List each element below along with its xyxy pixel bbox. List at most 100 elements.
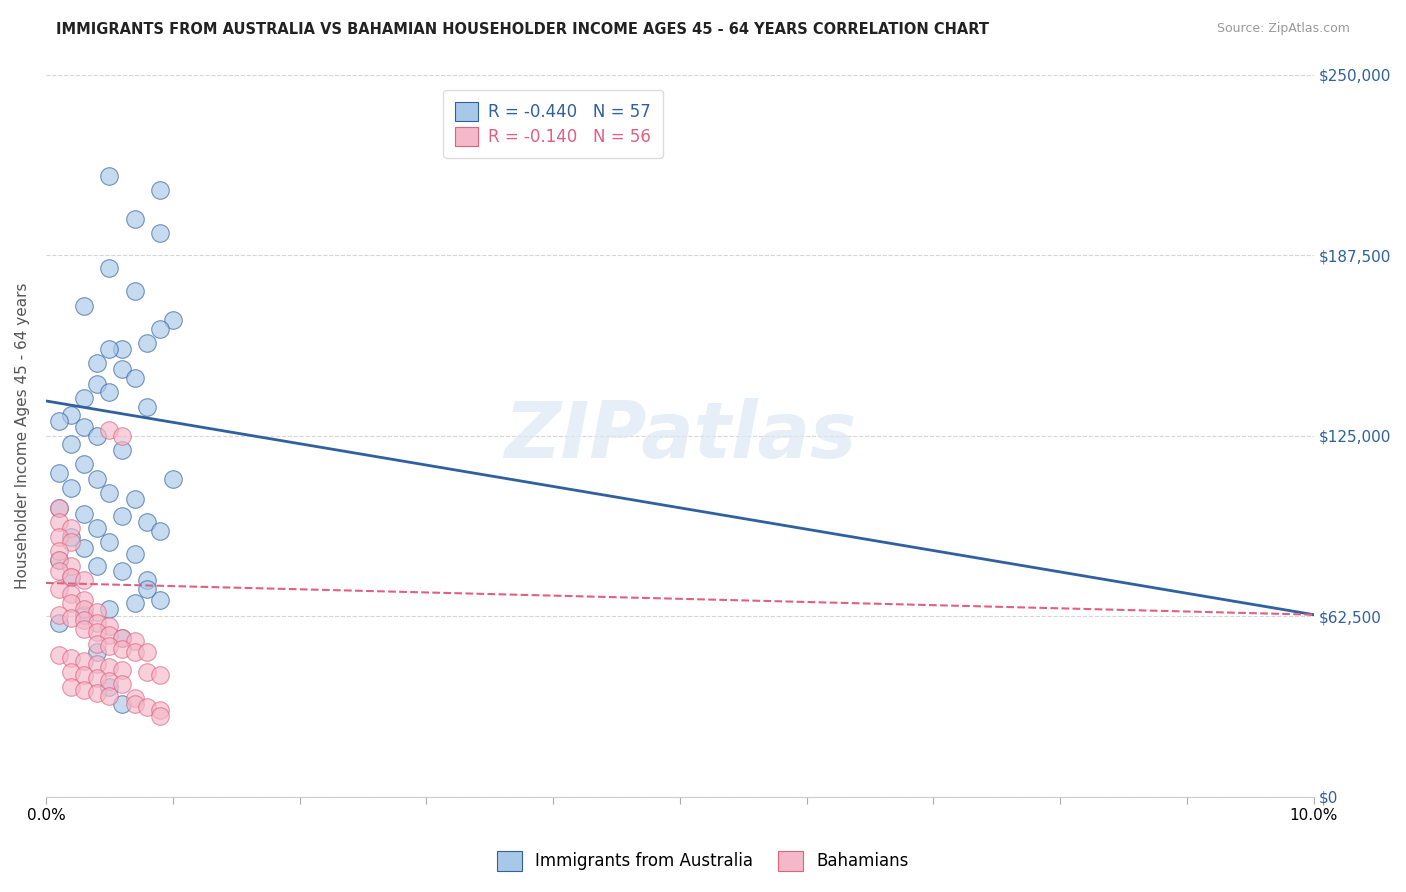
Point: [111, 677, 134, 691]
Point: [60, 570, 83, 584]
Point: [60, 481, 83, 495]
Text: Source: ZipAtlas.com: Source: ZipAtlas.com: [1216, 22, 1350, 36]
Point: [98, 169, 121, 183]
Point: [98, 423, 121, 437]
Y-axis label: Householder Income Ages 45 - 64 years: Householder Income Ages 45 - 64 years: [15, 283, 30, 589]
Point: [124, 492, 146, 507]
Point: [162, 472, 184, 486]
Point: [73, 420, 96, 434]
Point: [48, 565, 70, 579]
Legend: R = -0.440   N = 57, R = -0.140   N = 56: R = -0.440 N = 57, R = -0.140 N = 56: [443, 90, 662, 158]
Point: [124, 547, 146, 561]
Point: [149, 227, 172, 241]
Point: [98, 674, 121, 689]
Point: [86, 376, 108, 391]
Point: [136, 665, 159, 680]
Point: [149, 708, 172, 723]
Point: [136, 515, 159, 529]
Point: [48, 466, 70, 480]
Point: [149, 668, 172, 682]
Point: [60, 530, 83, 544]
Point: [73, 573, 96, 587]
Point: [73, 602, 96, 616]
Point: [73, 299, 96, 313]
Point: [48, 582, 70, 596]
Point: [73, 458, 96, 472]
Point: [149, 524, 172, 538]
Point: [73, 507, 96, 521]
Point: [86, 521, 108, 535]
Point: [48, 500, 70, 515]
Point: [111, 698, 134, 712]
Point: [98, 602, 121, 616]
Point: [124, 371, 146, 385]
Point: [98, 261, 121, 276]
Point: [86, 428, 108, 442]
Point: [73, 622, 96, 636]
Point: [60, 665, 83, 680]
Point: [48, 553, 70, 567]
Point: [73, 607, 96, 622]
Point: [60, 409, 83, 423]
Point: [86, 605, 108, 619]
Point: [124, 698, 146, 712]
Point: [111, 443, 134, 458]
Point: [73, 668, 96, 682]
Point: [98, 385, 121, 400]
Point: [111, 342, 134, 356]
Point: [136, 645, 159, 659]
Point: [136, 582, 159, 596]
Point: [73, 682, 96, 697]
Point: [111, 663, 134, 677]
Point: [48, 616, 70, 631]
Point: [73, 614, 96, 628]
Point: [98, 535, 121, 549]
Point: [124, 645, 146, 659]
Point: [48, 500, 70, 515]
Point: [111, 642, 134, 657]
Point: [73, 541, 96, 556]
Point: [48, 530, 70, 544]
Point: [86, 625, 108, 640]
Point: [98, 342, 121, 356]
Point: [86, 636, 108, 650]
Point: [48, 515, 70, 529]
Point: [98, 680, 121, 694]
Point: [73, 593, 96, 607]
Point: [60, 587, 83, 601]
Point: [136, 336, 159, 351]
Point: [60, 596, 83, 610]
Point: [149, 322, 172, 336]
Point: [124, 284, 146, 298]
Point: [98, 486, 121, 500]
Point: [73, 654, 96, 668]
Text: ZIPatlas: ZIPatlas: [503, 398, 856, 474]
Point: [60, 570, 83, 584]
Point: [86, 686, 108, 700]
Point: [48, 553, 70, 567]
Point: [124, 633, 146, 648]
Legend: Immigrants from Australia, Bahamians: Immigrants from Australia, Bahamians: [489, 842, 917, 880]
Point: [86, 472, 108, 486]
Point: [98, 689, 121, 703]
Point: [124, 211, 146, 226]
Point: [124, 691, 146, 706]
Point: [60, 535, 83, 549]
Text: IMMIGRANTS FROM AUSTRALIA VS BAHAMIAN HOUSEHOLDER INCOME AGES 45 - 64 YEARS CORR: IMMIGRANTS FROM AUSTRALIA VS BAHAMIAN HO…: [56, 22, 990, 37]
Point: [60, 437, 83, 451]
Point: [136, 700, 159, 714]
Point: [111, 428, 134, 442]
Point: [136, 400, 159, 414]
Point: [86, 671, 108, 685]
Point: [60, 521, 83, 535]
Point: [98, 640, 121, 654]
Point: [73, 391, 96, 405]
Point: [86, 356, 108, 370]
Point: [149, 183, 172, 197]
Point: [111, 565, 134, 579]
Point: [111, 362, 134, 376]
Point: [60, 680, 83, 694]
Point: [149, 703, 172, 717]
Point: [86, 657, 108, 671]
Point: [86, 645, 108, 659]
